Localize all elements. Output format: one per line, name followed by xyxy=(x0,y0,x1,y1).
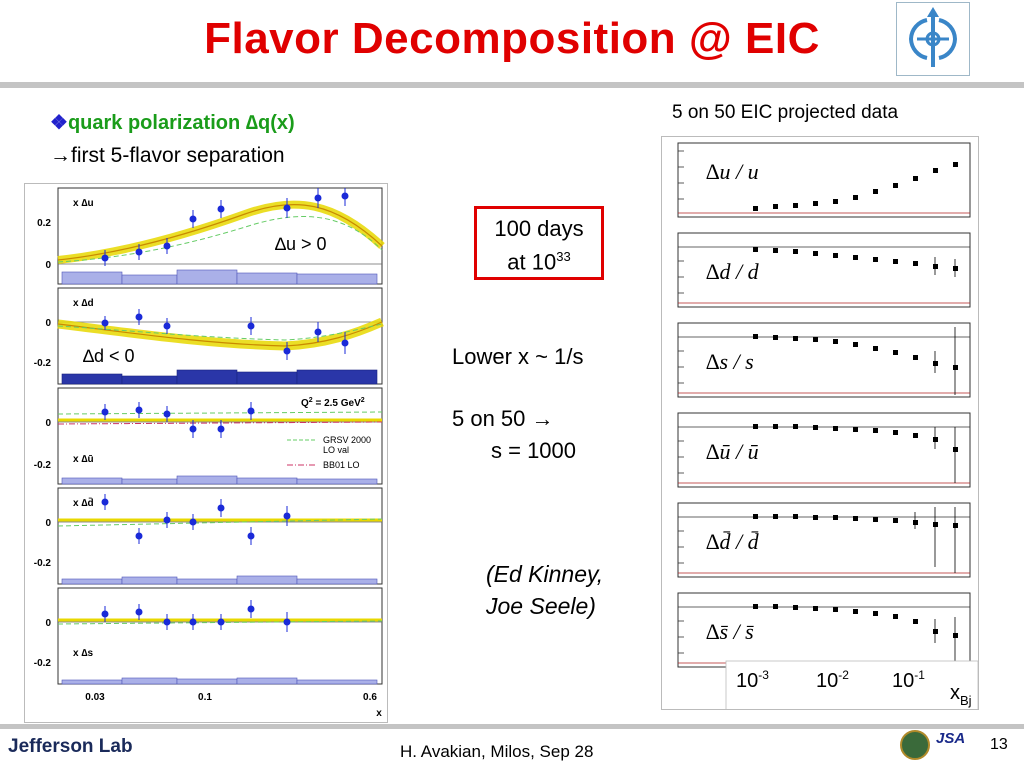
eic-logo xyxy=(896,2,970,76)
left-figure-svg: Q2 = 2.5 GeV2 GRSV 2000 LO val BB01 LO xyxy=(34,187,385,719)
header-rule xyxy=(0,82,1024,88)
panel-label-ubar: x ∆ū xyxy=(73,454,94,465)
note-d-negative: ∆d < 0 xyxy=(83,346,135,366)
xtick-0-6: 0.6 xyxy=(363,692,377,703)
ytick-u-1: 0.2 xyxy=(37,218,51,229)
xtick-0-1: 0.1 xyxy=(198,692,212,703)
panel-frame-s xyxy=(57,587,383,685)
x-axis-label: x xyxy=(376,708,382,719)
legend-bb01: BB01 LO xyxy=(323,460,360,470)
panel-frame-u xyxy=(57,187,383,285)
footer-rule xyxy=(0,724,1024,729)
panel-label-s: x ∆s xyxy=(73,648,93,659)
left-flavor-figure: Q2 = 2.5 GeV2 GRSV 2000 LO val BB01 LO xyxy=(24,183,388,723)
eic-logo-icon xyxy=(909,7,957,67)
xtick-1e-2: 10-2 xyxy=(816,668,849,692)
five-on-fifty-note: 5 on 50 → xyxy=(452,406,554,431)
ratio-label-d: ∆d / d xyxy=(706,259,760,284)
ytick-ubar-1: 0 xyxy=(45,418,51,429)
right-ratio-figure: ∆u / u ∆d / d ∆s / s ∆ū / ū ∆d̄ / d̄ ∆s̄… xyxy=(661,136,979,716)
ytick-d-2: -0.2 xyxy=(34,358,52,369)
panel-label-d: x ∆d xyxy=(73,298,94,309)
legend-lo-val: LO val xyxy=(323,445,349,455)
xtick-1e-1: 10-1 xyxy=(892,668,925,692)
right-figure-svg: ∆u / u ∆d / d ∆s / s ∆ū / ū ∆d̄ / d̄ ∆s̄… xyxy=(677,142,979,716)
bullet-quark-polarization: ❖quark polarization ∆q(x) xyxy=(50,110,295,135)
page-number: 13 xyxy=(990,736,1008,753)
ratio-label-s: ∆s / s xyxy=(706,349,754,374)
ytick-d-1: 0 xyxy=(45,318,51,329)
bullet-flavor-separation: →first 5-flavor separation xyxy=(50,144,285,167)
bullet-text: quark polarization ∆q(x) xyxy=(67,112,295,134)
jsa-logo: JSA xyxy=(936,730,966,747)
ratio-label-dbar: ∆d̄ / d̄ xyxy=(706,529,760,554)
right-figure-caption: 5 on 50 EIC projected data xyxy=(672,102,899,123)
ytick-dbar-1: 0 xyxy=(45,518,51,529)
panel-label-u: x ∆u xyxy=(73,198,94,209)
panel-label-dbar: x ∆d̄ xyxy=(73,497,94,509)
slide-title: Flavor Decomposition @ EIC xyxy=(204,14,820,63)
ratio-label-sbar: ∆s̄ / s̄ xyxy=(706,619,754,644)
days-line2: at 1033 xyxy=(507,249,571,275)
ytick-s-1: 0 xyxy=(45,618,51,629)
xtick-1e-3: 10-3 xyxy=(736,668,769,692)
ytick-ubar-2: -0.2 xyxy=(34,460,52,471)
legend-grsv: GRSV 2000 xyxy=(323,435,371,445)
bullet-marker: ❖ xyxy=(50,112,68,134)
ytick-dbar-2: -0.2 xyxy=(34,558,52,569)
xbj-label: xBj xyxy=(950,682,972,708)
s-equals-note: s = 1000 xyxy=(491,438,577,463)
ratio-label-ubar: ∆ū / ū xyxy=(706,439,759,464)
days-line1: 100 days xyxy=(494,216,584,241)
ytick-s-2: -0.2 xyxy=(34,658,52,669)
q2-label: Q2 = 2.5 GeV2 xyxy=(301,397,365,409)
credit-note: (Ed Kinney, Joe Seele) xyxy=(486,561,604,619)
xtick-0-03: 0.03 xyxy=(85,692,105,703)
footer-text: H. Avakian, Milos, Sep 28 xyxy=(400,742,594,761)
luminosity-box: 100 days at 1033 xyxy=(474,206,604,280)
lower-x-note: Lower x ~ 1/s xyxy=(452,344,584,369)
ratio-label-u: ∆u / u xyxy=(706,159,759,184)
ytick-u-2: 0 xyxy=(45,260,51,271)
note-u-positive: ∆u > 0 xyxy=(275,234,327,254)
jefferson-lab-logo: Jefferson Lab xyxy=(8,736,133,757)
seal-icon xyxy=(900,730,930,760)
